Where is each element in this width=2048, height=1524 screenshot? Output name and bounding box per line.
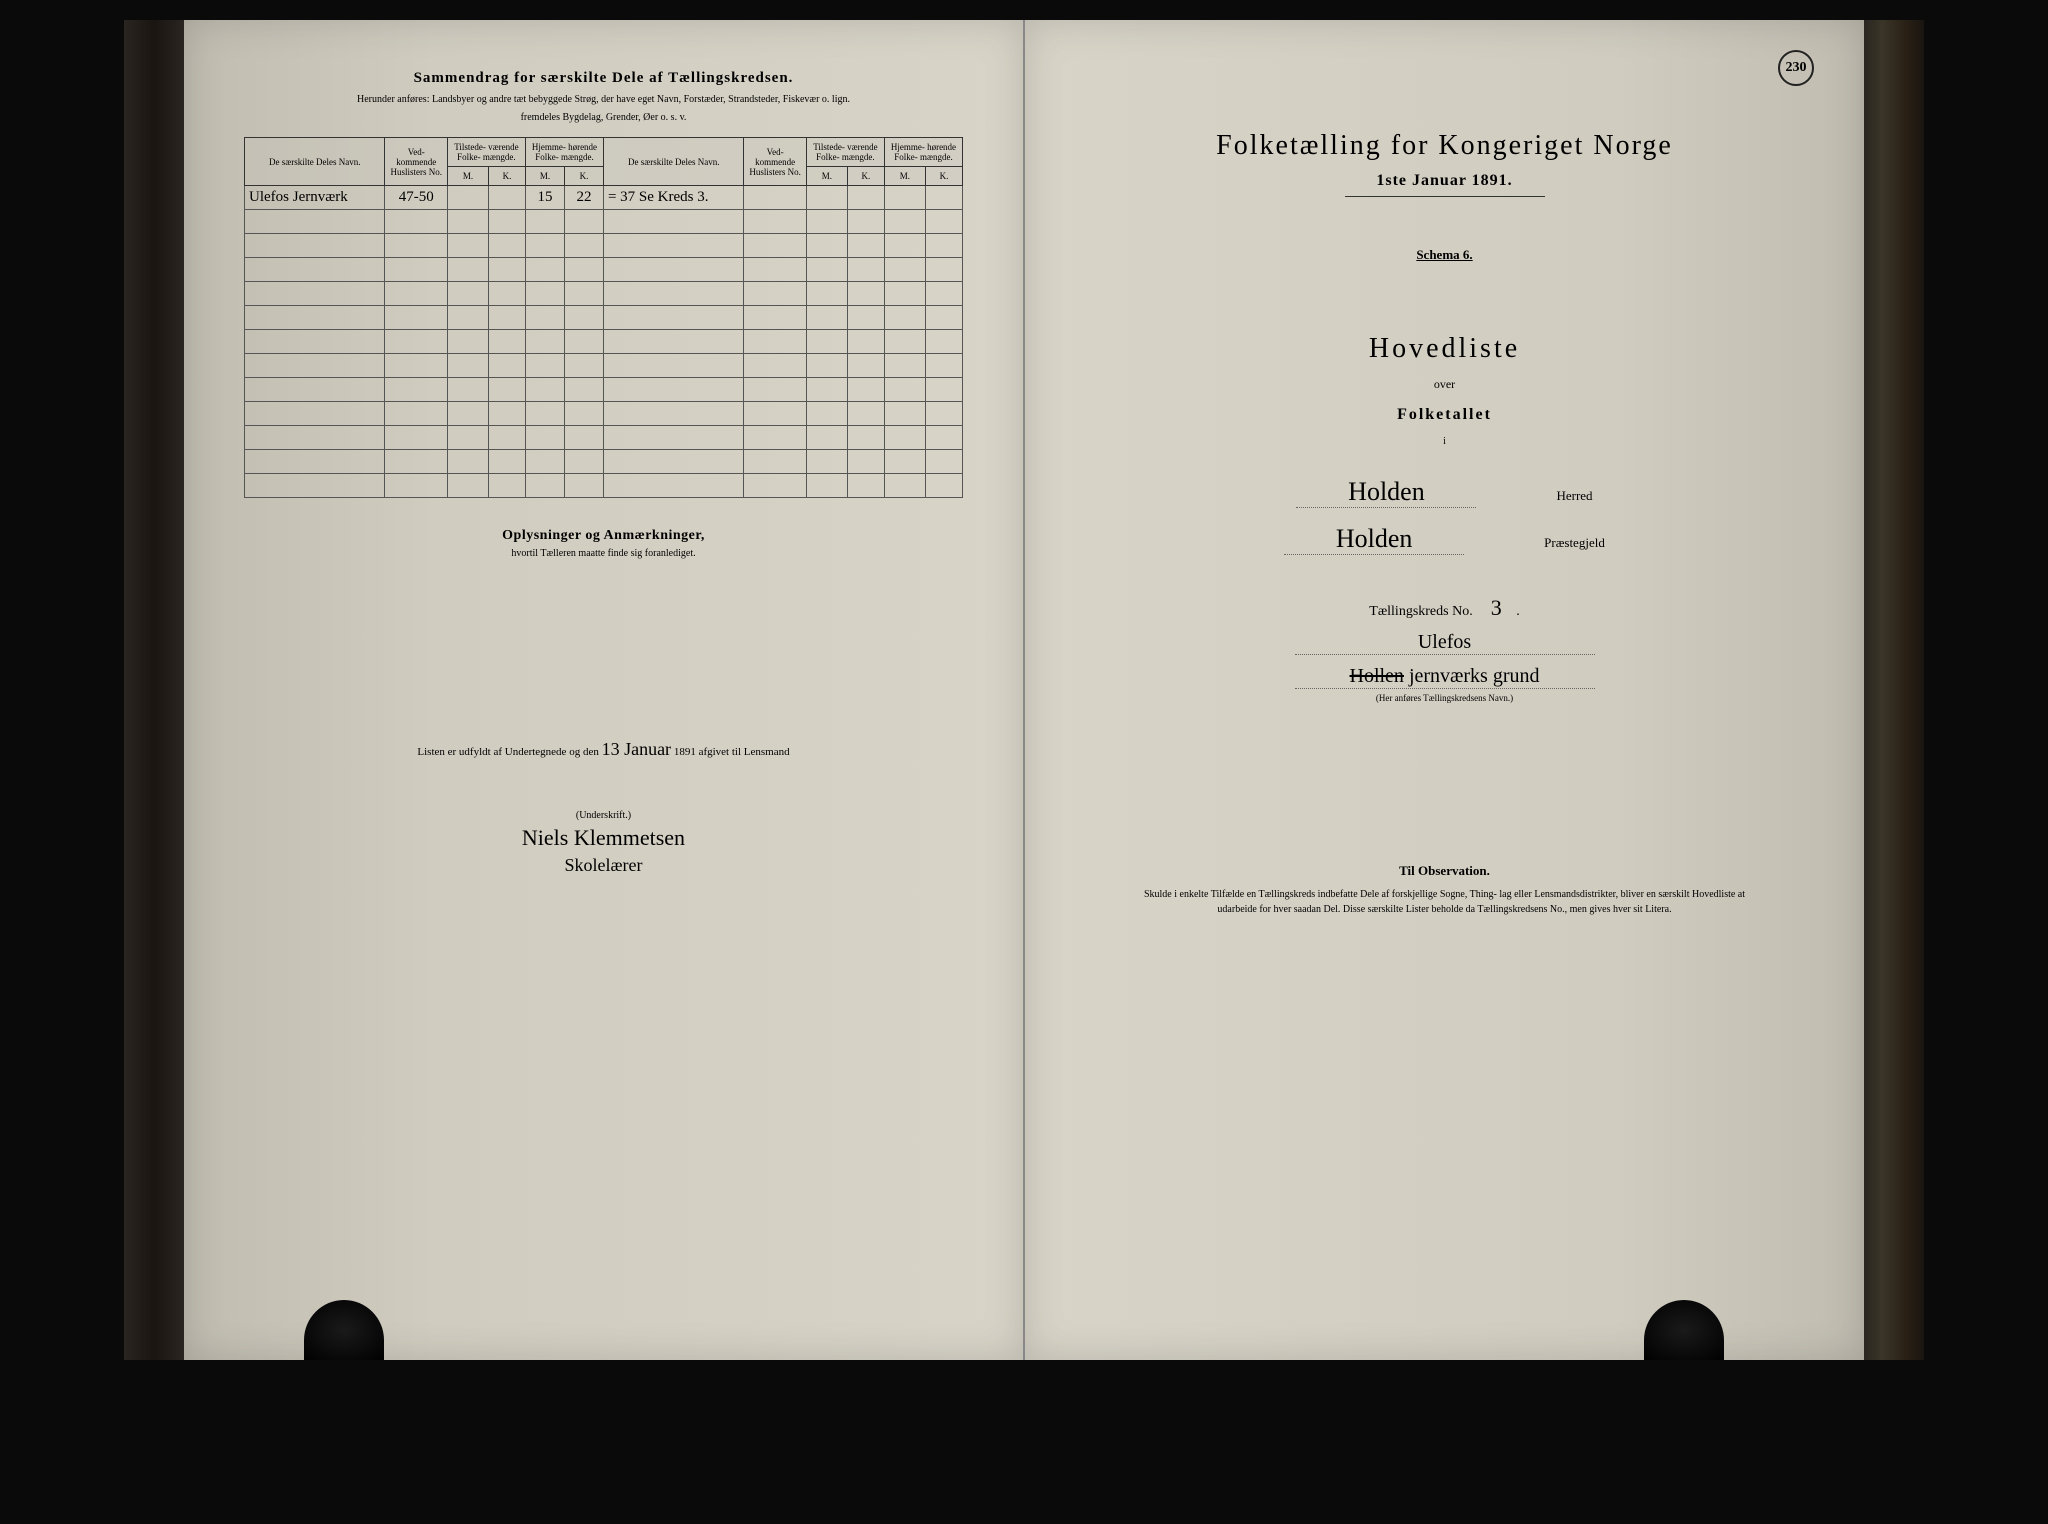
th-k2: K. bbox=[564, 167, 603, 186]
th-m2: M. bbox=[525, 167, 564, 186]
book-clip-right bbox=[1644, 1300, 1724, 1360]
signature-name: Niels Klemmetsen bbox=[244, 825, 963, 851]
cell-hm: 15 bbox=[525, 186, 564, 210]
i-label: i bbox=[1085, 436, 1804, 447]
th-tilstede-2: Tilstede- værende Folke- mængde. bbox=[806, 138, 884, 167]
th-hjemme-2: Hjemme- hørende Folke- mængde. bbox=[884, 138, 962, 167]
page-number: 230 bbox=[1778, 50, 1814, 86]
kreds-name-block: Ulefos Hollen jernværks grund bbox=[1085, 621, 1804, 689]
footer-attestation: Listen er udfyldt af Undertegnede og den… bbox=[244, 739, 963, 760]
table-row bbox=[245, 258, 963, 282]
kreds-name-1: Ulefos bbox=[1295, 631, 1595, 655]
left-page: Sammendrag for særskilte Dele af Tælling… bbox=[184, 20, 1025, 1360]
left-subheading-1: Herunder anføres: Landsbyer og andre tæt… bbox=[244, 93, 963, 107]
kreds-struck: Hollen bbox=[1350, 665, 1404, 687]
kreds-number: 3 bbox=[1476, 595, 1516, 621]
observation-body: Skulde i enkelte Tilfælde en Tællingskre… bbox=[1125, 887, 1764, 917]
book-spine-right bbox=[1864, 20, 1924, 1360]
table-body: Ulefos Jernværk 47-50 15 22 = 37 Se Kred… bbox=[245, 186, 963, 498]
th-m1: M. bbox=[447, 167, 488, 186]
table-row bbox=[245, 210, 963, 234]
kreds-label: Tællingskreds No. bbox=[1369, 604, 1472, 619]
table-row bbox=[245, 402, 963, 426]
cell-name: Ulefos Jernværk bbox=[245, 186, 385, 210]
kreds-rest: jernværks grund bbox=[1409, 665, 1540, 687]
herred-label: Herred bbox=[1556, 488, 1592, 504]
table-row bbox=[245, 474, 963, 498]
folketallet-label: Folketallet bbox=[1085, 406, 1804, 424]
observation-heading: Til Observation. bbox=[1085, 863, 1804, 879]
schema-label: Schema 6. bbox=[1085, 247, 1804, 263]
th-huslister-2: Ved- kommende Huslisters No. bbox=[744, 138, 806, 186]
kreds-row: Tællingskreds No. 3. bbox=[1085, 595, 1804, 621]
kreds-paren: (Her anføres Tællingskredsens Navn.) bbox=[1085, 693, 1804, 703]
table-row bbox=[245, 234, 963, 258]
th-k3: K. bbox=[847, 167, 884, 186]
th-k1: K. bbox=[488, 167, 525, 186]
hovedliste-title: Hovedliste bbox=[1085, 333, 1804, 365]
table-row bbox=[245, 450, 963, 474]
right-page: 230 Folketælling for Kongeriget Norge 1s… bbox=[1025, 20, 1864, 1360]
praestegjeld-value: Holden bbox=[1284, 524, 1464, 555]
table-row bbox=[245, 306, 963, 330]
th-hjemme-1: Hjemme- hørende Folke- mængde. bbox=[525, 138, 603, 167]
cell-huslister: 47-50 bbox=[385, 186, 447, 210]
signature-title: Skolelærer bbox=[244, 855, 963, 876]
praestegjeld-row: Holden Præstegjeld bbox=[1085, 524, 1804, 555]
cell-hk: 22 bbox=[564, 186, 603, 210]
cell-tm bbox=[447, 186, 488, 210]
footer-pre: Listen er udfyldt af Undertegnede og den bbox=[417, 746, 598, 758]
left-subheading-2: fremdeles Bygdelag, Grender, Øer o. s. v… bbox=[244, 111, 963, 125]
signature-label: (Underskrift.) bbox=[244, 810, 963, 821]
over-label: over bbox=[1085, 377, 1804, 392]
book-spine-left bbox=[124, 20, 184, 1360]
census-title: Folketælling for Kongeriget Norge bbox=[1085, 130, 1804, 162]
cell-note: = 37 Se Kreds 3. bbox=[603, 186, 743, 210]
herred-value: Holden bbox=[1296, 477, 1476, 508]
book-spread: Sammendrag for særskilte Dele af Tælling… bbox=[124, 20, 1924, 1360]
kreds-name-2: Hollen jernværks grund bbox=[1295, 665, 1595, 689]
th-name-1: De særskilte Deles Navn. bbox=[245, 138, 385, 186]
left-heading: Sammendrag for særskilte Dele af Tælling… bbox=[244, 70, 963, 87]
table-row bbox=[245, 282, 963, 306]
census-date: 1ste Januar 1891. bbox=[1085, 172, 1804, 190]
table-row bbox=[245, 426, 963, 450]
table-row bbox=[245, 378, 963, 402]
title-rule bbox=[1345, 196, 1545, 197]
herred-row: Holden Herred bbox=[1085, 477, 1804, 508]
footer-post: 1891 afgivet til Lensmand bbox=[674, 746, 790, 758]
praestegjeld-label: Præstegjeld bbox=[1544, 535, 1605, 551]
table-row bbox=[245, 354, 963, 378]
th-m4: M. bbox=[884, 167, 925, 186]
table-row bbox=[245, 330, 963, 354]
book-clip-left bbox=[304, 1300, 384, 1360]
notes-sub: hvortil Tælleren maatte finde sig foranl… bbox=[244, 548, 963, 559]
cell-tk bbox=[488, 186, 525, 210]
footer-date: 13 Januar bbox=[602, 739, 671, 759]
notes-heading: Oplysninger og Anmærkninger, bbox=[244, 528, 963, 544]
summary-table: De særskilte Deles Navn. Ved- kommende H… bbox=[244, 137, 963, 498]
th-tilstede-1: Tilstede- værende Folke- mængde. bbox=[447, 138, 525, 167]
th-huslister-1: Ved- kommende Huslisters No. bbox=[385, 138, 447, 186]
th-k4: K. bbox=[925, 167, 962, 186]
table-row: Ulefos Jernværk 47-50 15 22 = 37 Se Kred… bbox=[245, 186, 963, 210]
th-name-2: De særskilte Deles Navn. bbox=[603, 138, 743, 186]
th-m3: M. bbox=[806, 167, 847, 186]
